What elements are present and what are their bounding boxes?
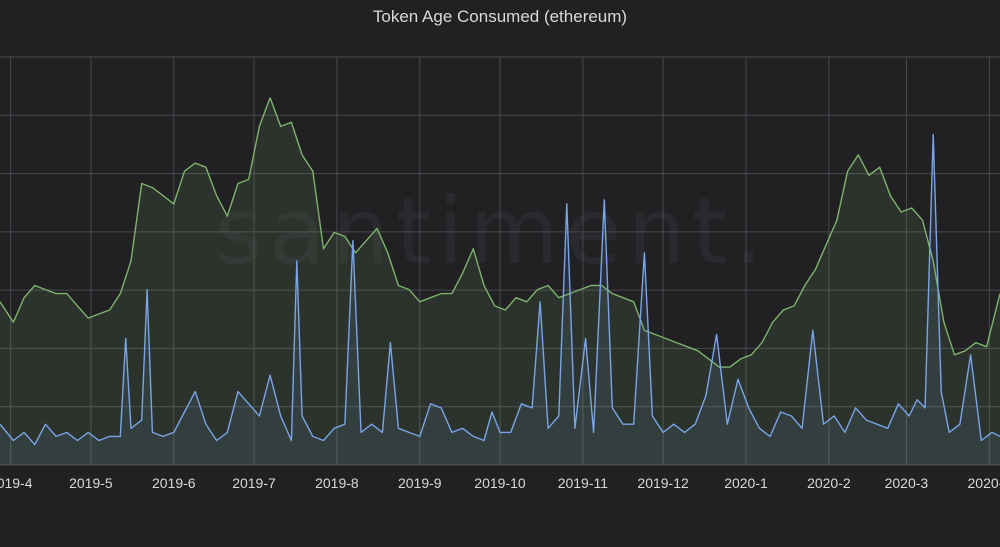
x-tick-label: 2019-11 bbox=[558, 475, 609, 491]
series-lines bbox=[0, 97, 1000, 446]
x-tick-label: 2019-9 bbox=[398, 475, 442, 491]
chart-title: Token Age Consumed (ethereum) bbox=[372, 7, 628, 26]
x-tick-label: 2019-5 bbox=[69, 475, 113, 491]
grid bbox=[0, 56, 1000, 466]
series-area-0 bbox=[0, 97, 1000, 466]
x-tick-label: 2020-3 bbox=[885, 475, 929, 491]
series-areas bbox=[0, 97, 1000, 466]
x-tick-label: 2020-1 bbox=[724, 475, 768, 491]
x-tick-label: 2019-10 bbox=[474, 475, 526, 491]
x-tick-label: 2020-2 bbox=[807, 475, 851, 491]
series-line-0 bbox=[0, 97, 1000, 368]
x-tick-label: 2019-4 bbox=[0, 475, 33, 491]
x-tick-label: 2019-8 bbox=[315, 475, 359, 491]
x-tick-labels: 2019-4 2019-5 2019-6 2019-7 2019-8 2019-9 2019… bbox=[0, 475, 1000, 491]
x-tick-label: 2019-6 bbox=[152, 475, 196, 491]
series-area-1 bbox=[0, 134, 1000, 465]
x-tick-label: 2019-12 bbox=[637, 475, 689, 491]
x-tick-label: 2019-7 bbox=[232, 475, 276, 491]
x-tick-label: 2020-4 bbox=[968, 475, 1000, 491]
series-line-1 bbox=[0, 133, 1000, 446]
